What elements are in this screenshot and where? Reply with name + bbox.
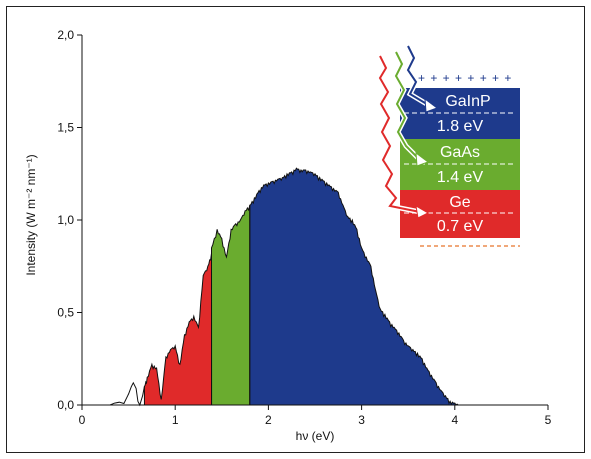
layer-gaas-energy: 1.4 eV (437, 169, 484, 186)
x-tick-label: 0 (79, 413, 86, 427)
layer-gainp-name: GaInP (445, 93, 490, 110)
plus-charges: + + + + + + + + (418, 71, 512, 85)
layer-ge-energy: 0.7 eV (437, 218, 484, 235)
x-tick-label: 4 (451, 413, 458, 427)
arrowhead-blue (424, 97, 439, 113)
layer-ge-name: Ge (449, 194, 470, 211)
y-axis-label: Intensity (W m⁻² nm⁻¹) (24, 154, 38, 275)
multijunction-cell-diagram: + + + + + + + + GaInP 1.8 eV GaAs 1.4 eV… (377, 44, 520, 247)
spectrum-low-energy-tail (109, 381, 145, 407)
y-tick-label: 0,5 (57, 306, 74, 320)
y-tick-label: 1,0 (57, 213, 74, 227)
x-axis-label: hν (eV) (296, 429, 335, 443)
y-tick-label: 0,0 (57, 398, 74, 412)
x-axis-ticks: 0 1 2 3 4 5 (79, 405, 552, 427)
x-tick-label: 2 (265, 413, 272, 427)
photon-arrow-red (378, 55, 421, 213)
figure-frame (6, 6, 585, 453)
photon-arrow-green (394, 51, 421, 161)
spectrum-band-outline (210, 205, 251, 406)
spectrum-band-outline (249, 167, 460, 406)
spectrum-band-area (144, 253, 212, 405)
layer-gaas-name: GaAs (440, 144, 480, 161)
y-axis-ticks: 0,0 0,5 1,0 1,5 2,0 (57, 28, 82, 412)
layer-gainp-energy: 1.8 eV (437, 118, 484, 135)
y-tick-label: 1,5 (57, 121, 74, 135)
x-tick-label: 5 (545, 413, 552, 427)
x-tick-label: 3 (358, 413, 365, 427)
spectrum-outline (109, 167, 460, 407)
y-tick-label: 2,0 (57, 28, 74, 42)
spectrum-band-area (211, 205, 250, 405)
arrowhead-red (415, 205, 430, 219)
photon-arrow-blue (406, 45, 431, 107)
arrowhead-green (415, 151, 430, 167)
x-tick-label: 1 (172, 413, 179, 427)
spectrum-band-outline (143, 253, 213, 406)
